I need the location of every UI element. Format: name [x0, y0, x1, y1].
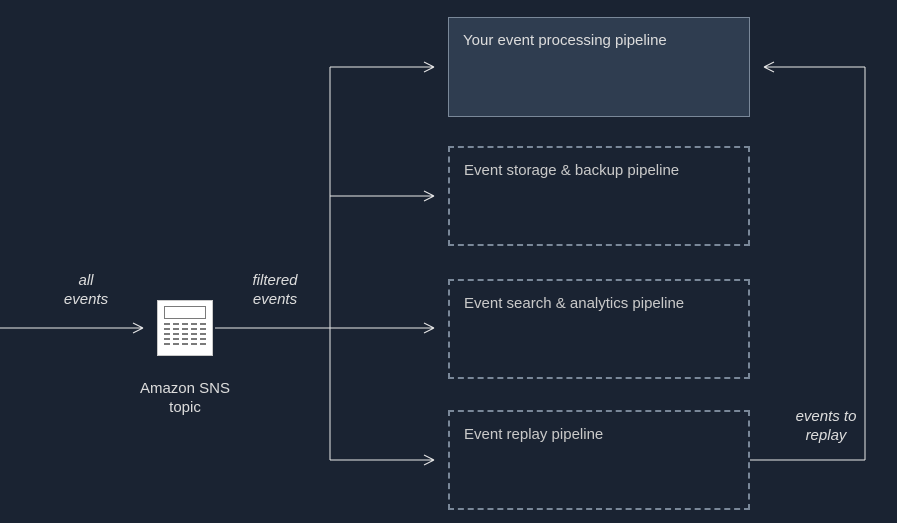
pipeline-replay-title: Event replay pipeline	[464, 426, 603, 443]
label-filtered-events: filtered events	[240, 272, 310, 310]
diagram-canvas: { "colors": { "background": "#1a2332", "…	[0, 0, 897, 523]
sns-topic-icon	[157, 300, 213, 356]
label-events-to-replay: events to replay	[786, 408, 866, 446]
pipeline-replay-box: Event replay pipeline	[448, 410, 750, 510]
pipeline-search-box: Event search & analytics pipeline	[448, 279, 750, 379]
label-all-events: all events	[56, 272, 116, 310]
pipeline-processing-box: Your event processing pipeline	[448, 17, 750, 117]
sns-icon-rows	[164, 323, 206, 345]
pipeline-search-title: Event search & analytics pipeline	[464, 295, 684, 312]
pipeline-processing-title: Your event processing pipeline	[463, 32, 667, 49]
caption-sns-topic: Amazon SNS topic	[120, 380, 250, 418]
sns-icon-header	[164, 306, 206, 319]
pipeline-storage-title: Event storage & backup pipeline	[464, 162, 679, 179]
pipeline-storage-box: Event storage & backup pipeline	[448, 146, 750, 246]
